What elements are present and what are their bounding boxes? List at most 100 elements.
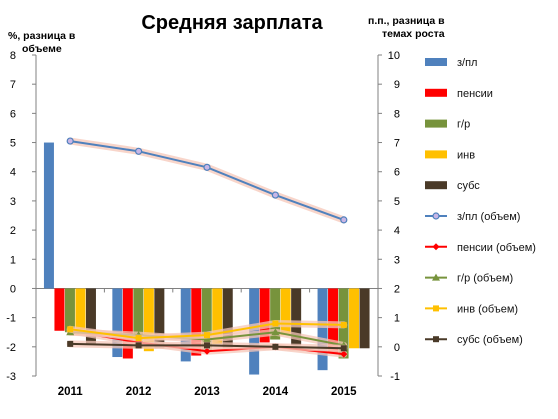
y-right-tick-label: 1 [394, 313, 400, 325]
y-left-tick-label: 6 [10, 108, 16, 120]
line-point-5-2013 [204, 342, 210, 349]
legend-label: субс (объем) [457, 334, 523, 346]
legend-label: инв (объем) [457, 303, 518, 315]
legend-marker-3 [432, 273, 440, 281]
line-point-5-2011 [67, 340, 74, 347]
y-left-tick-label: 1 [10, 254, 16, 266]
legend-swatch-2 [425, 88, 447, 97]
bar-2-2013 [191, 288, 202, 356]
line-glow-1 [66, 137, 348, 224]
chart-title: Средняя зарплата [141, 12, 323, 34]
bar-3-2014 [270, 288, 281, 340]
legend-label: г/р [457, 119, 470, 131]
line-point-2-2015 [340, 350, 348, 358]
bar-5-2013 [222, 288, 233, 349]
y-right-tick-label: -1 [390, 371, 400, 383]
line-point-1-2013 [203, 163, 211, 171]
line-point-5-2014 [272, 343, 279, 350]
line-point-4-2014 [272, 320, 279, 327]
y-right-tick-label: 3 [394, 254, 400, 266]
bar-3-2011 [64, 288, 75, 333]
bar-4-2011 [75, 288, 86, 336]
line-point-3-2014 [271, 328, 280, 336]
line-point-5-2015 [340, 345, 347, 352]
bar-2-2015 [328, 288, 339, 353]
y-left-tick-label: 5 [10, 138, 16, 150]
bar-4-2014 [280, 288, 291, 336]
legend-label: пенсии (объем) [457, 242, 536, 254]
y-right-tick-label: 9 [394, 79, 400, 91]
legend-marker-2 [432, 243, 440, 251]
y-right-label-line2: темах роста [382, 28, 445, 40]
legend-label: пенсии [457, 88, 493, 100]
line-point-1-2015 [340, 216, 348, 224]
bar-2-2014 [259, 288, 270, 343]
bar-1-2015 [317, 288, 328, 371]
y-left-tick-label: -2 [6, 342, 16, 354]
line-point-4-2013 [204, 332, 210, 339]
y-left-tick-label: -1 [6, 313, 16, 325]
legend: з/пл пенсии г/р инв субс з/пл (объем) пенсии (… [425, 57, 536, 346]
bar-4-2013 [212, 288, 223, 344]
legend-label: субс [457, 180, 480, 192]
legend-swatch-1 [425, 58, 447, 66]
bar-1-2011 [43, 142, 54, 289]
line-point-5-2012 [135, 342, 142, 349]
x-tick-label: 2011 [58, 386, 84, 398]
x-tick-label: 2015 [331, 386, 357, 398]
legend-marker-5 [433, 336, 439, 343]
line-point-2-2013 [203, 347, 211, 355]
y-right-tick-label: 10 [388, 50, 400, 62]
y-left-label-line1: %, разница в [8, 30, 76, 42]
legend-swatch-5 [425, 181, 447, 190]
legend-marker-4 [433, 305, 439, 312]
bar-3-2012 [133, 288, 144, 349]
legend-label: з/пл (объем) [457, 211, 520, 223]
y-right-tick-label: 0 [394, 342, 400, 354]
line-point-4-2011 [67, 326, 74, 333]
y-left-tick-label: 2 [10, 225, 16, 237]
y-right-tick-label: 2 [394, 283, 400, 295]
y-left-tick-label: 0 [10, 283, 16, 295]
bar-1-2012 [112, 288, 123, 358]
bar-4-2015 [349, 288, 360, 349]
line-point-4-2015 [340, 321, 347, 328]
line-point-1-2011 [66, 137, 74, 145]
y-left-tick-label: 4 [10, 167, 16, 179]
bar-2-2011 [54, 288, 65, 331]
bar-2-2012 [122, 288, 133, 359]
legend-marker-1 [432, 212, 440, 220]
legend-label: г/р (объем) [457, 273, 513, 285]
legend-swatch-4 [425, 150, 447, 159]
line-point-1-2014 [271, 191, 279, 199]
legend-label: з/пл [457, 57, 477, 69]
legend-swatch-3 [425, 119, 447, 128]
line-point-1-2012 [135, 147, 143, 155]
bar-5-2011 [85, 288, 96, 344]
y-left-label-line2: объеме [22, 43, 62, 55]
y-right-label-line1: п.п., разница в [368, 15, 445, 27]
legend-label: инв [457, 149, 475, 161]
y-right-tick-label: 4 [394, 225, 400, 237]
y-left-tick-label: 8 [10, 50, 16, 62]
y-left-tick-label: 7 [10, 79, 16, 91]
y-right-tick-label: 5 [394, 196, 400, 208]
line-point-3-2013 [203, 335, 211, 343]
x-tick-label: 2012 [126, 386, 152, 398]
y-right-tick-label: 8 [394, 108, 400, 120]
bar-1-2013 [180, 288, 191, 362]
x-tick-label: 2013 [194, 386, 220, 398]
bar-4-2012 [143, 288, 154, 352]
bar-3-2013 [201, 288, 212, 350]
y-right-tick-label: 6 [394, 167, 400, 179]
line-point-4-2012 [135, 335, 142, 342]
bar-5-2015 [359, 288, 370, 349]
y-left-tick-label: 3 [10, 196, 16, 208]
bar-5-2014 [291, 288, 302, 346]
bar-5-2012 [154, 288, 165, 349]
x-tick-label: 2014 [263, 386, 289, 398]
y-left-tick-label: -3 [6, 371, 16, 383]
